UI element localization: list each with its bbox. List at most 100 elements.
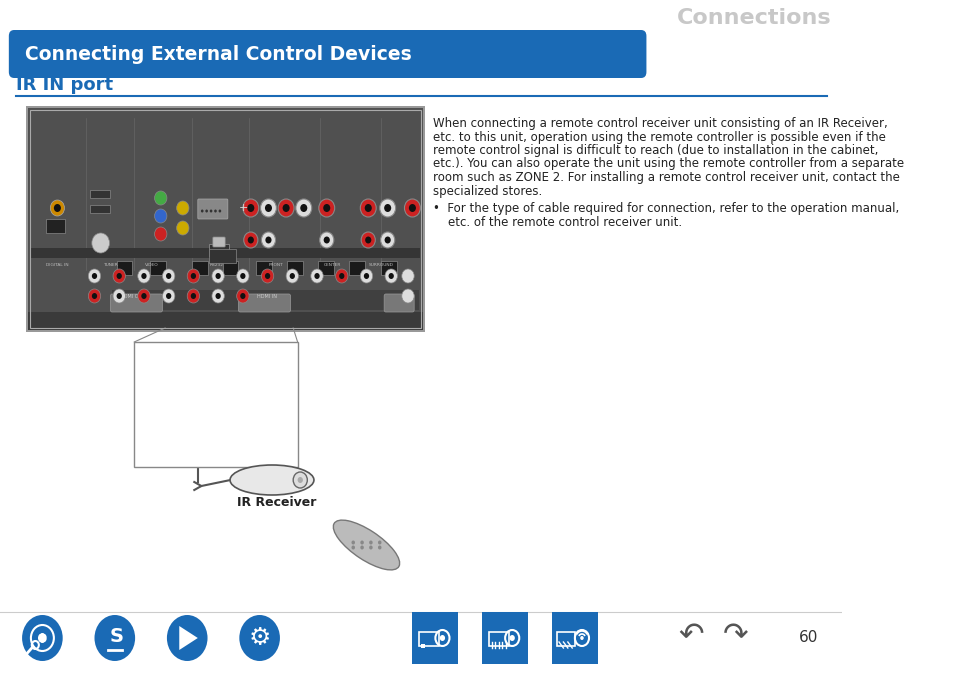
Bar: [30, 110, 421, 328]
Circle shape: [162, 289, 174, 303]
Circle shape: [141, 273, 147, 279]
FancyBboxPatch shape: [9, 30, 646, 78]
Circle shape: [248, 237, 253, 243]
FancyBboxPatch shape: [238, 294, 291, 312]
Text: +: +: [239, 203, 248, 213]
Circle shape: [385, 269, 397, 283]
Bar: [419, 632, 438, 646]
Bar: [557, 632, 575, 646]
Bar: [29, 312, 422, 330]
Text: VIDEO: VIDEO: [145, 263, 158, 267]
Circle shape: [91, 233, 110, 253]
Circle shape: [439, 635, 445, 641]
Circle shape: [311, 269, 323, 283]
Circle shape: [53, 204, 61, 212]
Text: 60: 60: [799, 631, 818, 646]
Circle shape: [377, 541, 381, 544]
Bar: [381, 261, 397, 275]
Circle shape: [369, 546, 373, 550]
Circle shape: [218, 210, 221, 212]
Circle shape: [314, 273, 319, 279]
Circle shape: [351, 546, 355, 550]
Circle shape: [323, 204, 330, 212]
Circle shape: [191, 273, 196, 279]
Circle shape: [409, 204, 416, 212]
Text: ⚙: ⚙: [248, 626, 271, 650]
Circle shape: [380, 232, 395, 248]
Circle shape: [579, 636, 583, 640]
Text: specialized stores.: specialized stores.: [433, 185, 541, 197]
Text: etc.). You can also operate the unit using the remote controller from a separate: etc.). You can also operate the unit usi…: [433, 158, 902, 170]
Text: TUNER: TUNER: [103, 263, 117, 267]
Circle shape: [187, 289, 199, 303]
Circle shape: [91, 273, 97, 279]
Circle shape: [236, 289, 249, 303]
Circle shape: [509, 635, 515, 641]
Bar: [222, 261, 238, 275]
Text: •  For the type of cable required for connection, refer to the operation manual,: • For the type of cable required for con…: [433, 202, 898, 215]
Circle shape: [167, 615, 208, 661]
Bar: [255, 261, 272, 275]
Text: Connecting External Control Devices: Connecting External Control Devices: [25, 45, 411, 64]
Circle shape: [213, 210, 216, 212]
FancyBboxPatch shape: [213, 237, 225, 247]
Circle shape: [265, 273, 270, 279]
Circle shape: [176, 201, 189, 215]
Bar: [116, 261, 132, 275]
Circle shape: [112, 289, 125, 303]
Circle shape: [89, 289, 101, 303]
Text: etc. to this unit, operation using the remote controller is possible even if the: etc. to this unit, operation using the r…: [433, 130, 884, 143]
Circle shape: [379, 199, 395, 217]
Bar: [421, 644, 424, 648]
Circle shape: [290, 273, 294, 279]
Bar: [287, 261, 303, 275]
Circle shape: [236, 269, 249, 283]
Circle shape: [36, 642, 42, 648]
Circle shape: [47, 635, 52, 641]
Text: IR Receiver: IR Receiver: [236, 496, 315, 508]
Text: etc. of the remote control receiver unit.: etc. of the remote control receiver unit…: [433, 216, 681, 228]
Circle shape: [319, 232, 334, 248]
Circle shape: [166, 293, 172, 299]
Circle shape: [212, 269, 224, 283]
Text: FRONT: FRONT: [268, 263, 283, 267]
Circle shape: [365, 237, 371, 243]
Bar: [27, 106, 424, 332]
Circle shape: [369, 541, 373, 544]
Circle shape: [38, 633, 47, 643]
Circle shape: [243, 199, 258, 217]
Circle shape: [240, 293, 245, 299]
Circle shape: [240, 273, 245, 279]
Text: HDMI OUT: HDMI OUT: [120, 293, 145, 299]
Text: remote control signal is difficult to reach (due to installation in the cabinet,: remote control signal is difficult to re…: [433, 144, 877, 157]
Bar: [209, 249, 235, 263]
Text: When connecting a remote control receiver unit consisting of an IR Receiver,: When connecting a remote control receive…: [433, 117, 886, 130]
Circle shape: [261, 232, 275, 248]
Circle shape: [364, 204, 372, 212]
Circle shape: [388, 273, 394, 279]
Circle shape: [166, 273, 172, 279]
Circle shape: [116, 293, 122, 299]
Circle shape: [300, 204, 307, 212]
Circle shape: [384, 237, 391, 243]
Circle shape: [201, 210, 203, 212]
Circle shape: [360, 541, 363, 544]
Circle shape: [377, 546, 381, 550]
Circle shape: [295, 199, 312, 217]
Circle shape: [36, 628, 42, 634]
Bar: [30, 248, 420, 258]
Text: CENTER: CENTER: [324, 263, 341, 267]
Text: room such as ZONE 2. For installing a remote control receiver unit, contact the: room such as ZONE 2. For installing a re…: [433, 171, 899, 184]
Bar: [349, 261, 364, 275]
Circle shape: [137, 269, 150, 283]
Circle shape: [137, 289, 150, 303]
Circle shape: [384, 204, 391, 212]
FancyBboxPatch shape: [197, 199, 228, 219]
Bar: [150, 261, 166, 275]
Circle shape: [278, 199, 294, 217]
Text: RS232: RS232: [209, 263, 223, 267]
Circle shape: [210, 210, 213, 212]
Circle shape: [260, 199, 276, 217]
Circle shape: [187, 269, 199, 283]
Circle shape: [141, 293, 147, 299]
